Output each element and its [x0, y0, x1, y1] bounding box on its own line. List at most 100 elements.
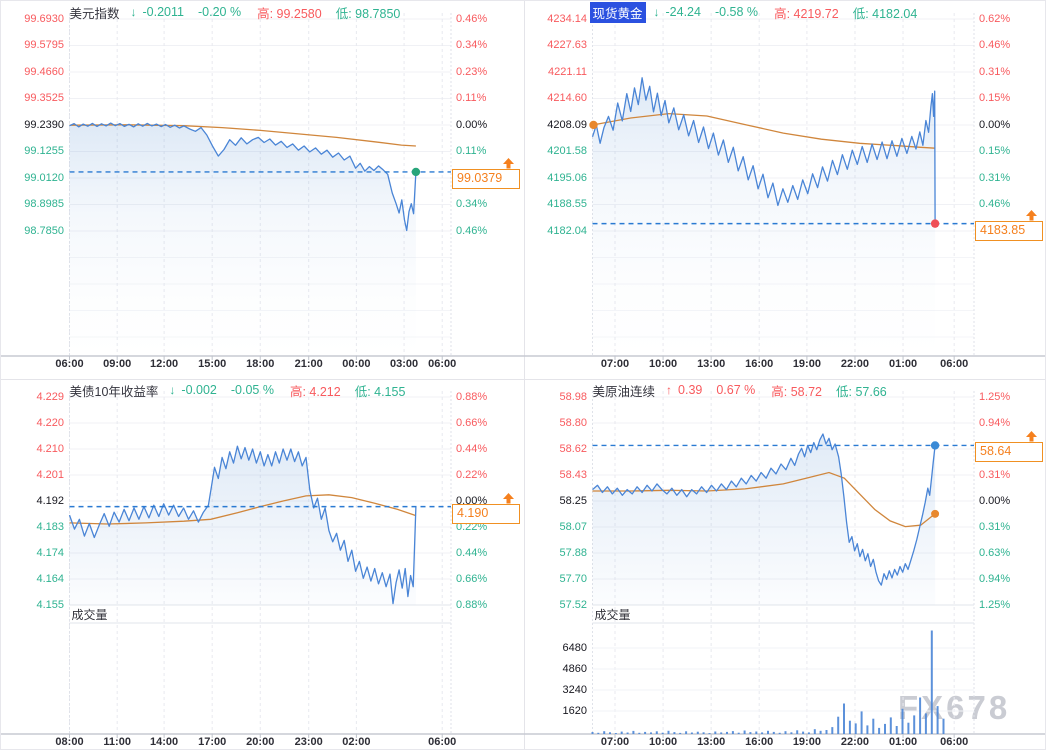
volume-bar	[901, 708, 904, 734]
percent-axis-label: 0.11%	[456, 92, 487, 104]
percent-axis-label: 0.00%	[456, 494, 488, 507]
price-axis-label: 4201.58	[547, 145, 587, 157]
price-axis-label: 4195.06	[547, 171, 587, 184]
volume-bar	[661, 732, 664, 734]
price-line	[68, 445, 417, 605]
percent-axis-label: 0.00%	[979, 118, 1011, 131]
panel-header-us-10y-yield: 美债10年收益率 ↓ -0.002 -0.05 % 高: 4.212 低: 4.155	[70, 381, 406, 399]
high-stat: 高: 99.2580	[257, 6, 322, 21]
low-stat: 低: 4182.04	[852, 6, 918, 21]
panel-title-usd-index[interactable]: 美元指数	[69, 6, 120, 21]
panel-title-us-crude-cont[interactable]: 美原油连续	[592, 384, 656, 399]
time-axis-label: 15:00	[198, 358, 227, 370]
time-axis-label: 10:00	[648, 736, 678, 748]
ma-end-dot	[931, 509, 940, 518]
volume-bar	[895, 726, 898, 734]
down-arrow-icon: ↓	[653, 5, 660, 19]
current-price-label: 4.190	[452, 503, 520, 524]
price-axis-label: 58.25	[559, 494, 587, 507]
price-axis-label: 99.1255	[24, 145, 64, 157]
time-axis-label: 12:00	[150, 358, 179, 370]
volume-axis-label: 6480	[562, 641, 587, 654]
current-price-label: 4183.85	[975, 220, 1043, 241]
percent-axis-label: 0.34%	[456, 198, 488, 210]
volume-bar	[767, 730, 769, 734]
volume-bar	[650, 732, 652, 734]
change-percent: -0.20 %	[197, 5, 242, 19]
chart-canvas-us-crude-cont[interactable]	[524, 379, 1046, 750]
time-axis-label: 19:00	[792, 736, 821, 748]
price-axis-label: 99.2390	[24, 118, 64, 131]
percent-axis-label: 0.23%	[456, 65, 488, 78]
volume-bar	[784, 731, 787, 734]
change-value: 0.39	[678, 383, 703, 397]
volume-bar	[731, 731, 734, 734]
percent-axis-label: 0.00%	[979, 494, 1011, 507]
time-axis-label: 11:00	[103, 736, 131, 748]
up-arrow-icon: ↑	[666, 383, 673, 397]
volume-bar	[702, 732, 705, 734]
low-stat: 低: 4.155	[354, 384, 406, 399]
time-axis-label: 01:00	[888, 736, 918, 748]
volume-bar	[878, 727, 881, 734]
price-axis-label: 57.70	[559, 572, 587, 585]
price-axis-label: 4182.04	[547, 224, 587, 237]
panel-title-us-10y-yield[interactable]: 美债10年收益率	[69, 384, 159, 399]
percent-axis-label: 0.34%	[456, 39, 488, 51]
percent-axis-label: 0.46%	[456, 224, 488, 237]
panel-us-10y-yield: 美债10年收益率 ↓ -0.002 -0.05 % 高: 4.212 低: 4.155 4.…	[1, 379, 524, 750]
time-axis-label: 02:00	[342, 736, 371, 748]
chart-canvas-usd-index[interactable]	[1, 1, 524, 379]
change-value: -0.002	[181, 383, 217, 397]
time-axis-label: 06:00	[940, 358, 969, 370]
percent-axis-label: 0.00%	[456, 118, 488, 131]
price-axis-label: 58.07	[559, 520, 587, 533]
price-arrow-icon	[1026, 209, 1037, 221]
price-area-fill	[69, 123, 416, 356]
percent-axis-label: 1.25%	[979, 390, 1011, 403]
percent-axis-label: 0.88%	[456, 598, 488, 611]
panel-header-spot-gold: 现货黄金 ↓ -24.24 -0.58 % 高: 4219.72 低: 4182.04	[589, 1, 918, 23]
volume-bar	[907, 722, 910, 734]
volume-bar	[620, 731, 623, 734]
ma-line	[69, 494, 417, 525]
percent-axis-label: 0.15%	[979, 145, 1011, 157]
time-axis-label: 14:00	[150, 736, 179, 748]
low-stat: 低: 57.66	[836, 384, 887, 399]
volume-bar	[924, 713, 927, 734]
percent-axis-label: 0.46%	[979, 39, 1011, 51]
volume-bar	[790, 732, 793, 734]
time-axis-label: 03:00	[389, 358, 419, 370]
price-axis-label: 98.8985	[24, 198, 64, 210]
volume-bar	[854, 723, 857, 734]
volume-bar	[667, 730, 670, 734]
volume-bar	[591, 732, 594, 734]
volume-bar	[749, 732, 752, 734]
volume-bar	[831, 727, 834, 734]
percent-axis-label: 1.25%	[979, 598, 1011, 611]
price-axis-label: 4234.14	[547, 12, 587, 25]
volume-bar	[825, 730, 828, 734]
time-axis-label: 19:00	[792, 358, 821, 370]
price-axis-label: 4.164	[36, 572, 64, 585]
price-axis-label: 4214.60	[547, 92, 587, 104]
volume-bar	[942, 718, 945, 734]
price-axis-label: 4.220	[36, 416, 64, 429]
volume-bar	[673, 732, 676, 734]
panel-title-spot-gold[interactable]: 现货黄金	[589, 1, 646, 23]
panel-header-us-crude-cont: 美原油连续 ↑ 0.39 0.67 % 高: 58.72 低: 57.66	[593, 381, 887, 399]
time-axis-label: 23:00	[294, 736, 323, 748]
change-value: -24.24	[665, 5, 701, 19]
volume-bar	[796, 730, 799, 734]
volume-bar	[603, 731, 606, 734]
volume-axis-label: 4860	[562, 662, 587, 675]
chart-canvas-spot-gold[interactable]	[524, 1, 1046, 379]
price-axis-label: 4221.11	[548, 65, 587, 78]
chart-canvas-us-10y-yield[interactable]	[1, 379, 524, 750]
time-axis-label: 22:00	[840, 736, 870, 748]
volume-bar	[778, 732, 781, 734]
price-arrow-icon	[1026, 431, 1037, 442]
volume-bar	[690, 732, 693, 734]
time-axis-label: 22:00	[840, 358, 870, 370]
price-axis-label: 99.5795	[24, 39, 64, 51]
